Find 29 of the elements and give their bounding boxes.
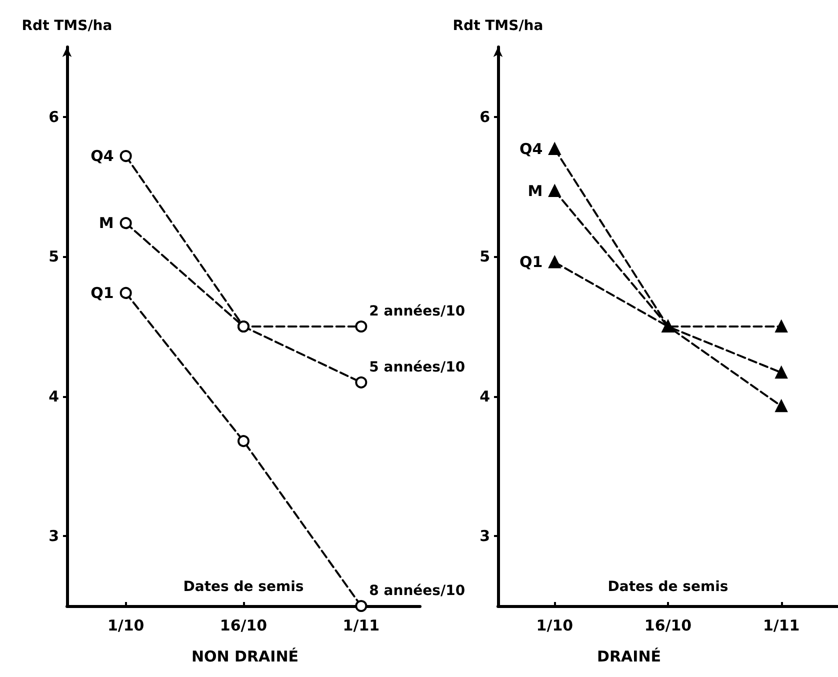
y-tick-label: 4 (48, 387, 59, 406)
annotation: 5 années/10 (369, 359, 466, 376)
series-label: M (528, 182, 543, 200)
series-label: Q1 (90, 284, 114, 302)
y-tick-label: 3 (480, 527, 490, 546)
y-tick-label: 5 (480, 248, 490, 266)
series-label: M (98, 214, 114, 232)
x-tick-label: 16/10 (644, 616, 692, 634)
annotation: 8 années/10 (369, 583, 466, 599)
y-axis-title: Rdt TMS/ha (452, 18, 544, 34)
y-tick-label: 5 (48, 248, 59, 266)
y-tick-label: 4 (480, 387, 490, 406)
x-tick-label: 16/10 (220, 616, 268, 634)
x-tick-label: 1/11 (342, 616, 380, 634)
x-tick-label: 1/11 (762, 616, 800, 634)
text: DRAINÉ (597, 648, 661, 666)
x-axis-title: Dates de semis (608, 579, 728, 595)
y-tick-label: 6 (480, 108, 490, 126)
x-axis-title: Dates de semis (183, 579, 304, 595)
series-label: Q4 (519, 140, 543, 158)
annotation: 2 années/10 (369, 304, 466, 320)
y-tick-label: 6 (48, 108, 59, 126)
series-label: Q4 (90, 147, 114, 166)
x-tick-label: 1/10 (536, 616, 574, 634)
y-tick-label: 3 (48, 527, 59, 546)
series-label: Q1 (519, 253, 543, 272)
text: NON DRAINÉ (191, 648, 299, 666)
x-tick-label: 1/10 (107, 616, 144, 634)
y-axis-title: Rdt TMS/ha (22, 18, 112, 34)
